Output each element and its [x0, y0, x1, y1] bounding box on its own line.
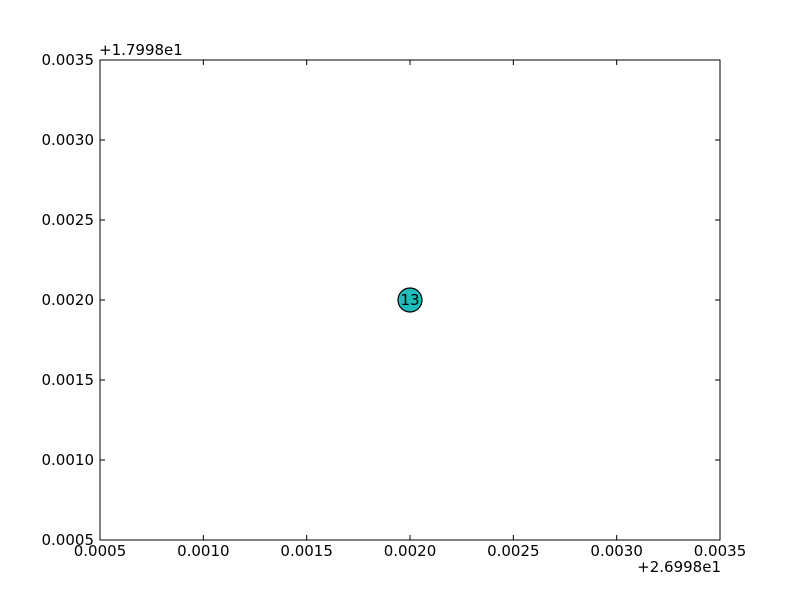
y-tick-label: 0.0005	[42, 531, 95, 549]
y-tick-label: 0.0010	[42, 451, 95, 469]
x-tick-label: 0.0010	[177, 542, 230, 560]
x-tick-label: 0.0030	[590, 542, 643, 560]
x-offset-label: +2.6998e1	[637, 558, 721, 576]
y-tick-label: 0.0015	[42, 371, 95, 389]
y-tick-label: 0.0035	[42, 51, 95, 69]
y-tick-label: 0.0025	[42, 211, 95, 229]
y-offset-label: +1.7998e1	[99, 41, 183, 59]
x-tick-label: 0.0015	[280, 542, 333, 560]
data-point	[397, 287, 423, 313]
y-tick-label: 0.0020	[42, 291, 95, 309]
x-tick-label: 0.0020	[384, 542, 437, 560]
plot-frame	[99, 59, 721, 541]
x-tick-label: 0.0035	[694, 542, 747, 560]
data-point-label: 13	[400, 291, 419, 309]
axis-tick-labels: 0.0005 0.0010 0.0015 0.0020 0.0025 0.0030 0.00…	[42, 51, 747, 560]
x-tick-label: 0.0005	[74, 542, 127, 560]
data-points: 13	[397, 287, 423, 313]
x-tick-label: 0.0025	[487, 542, 540, 560]
y-tick-label: 0.0030	[42, 131, 95, 149]
